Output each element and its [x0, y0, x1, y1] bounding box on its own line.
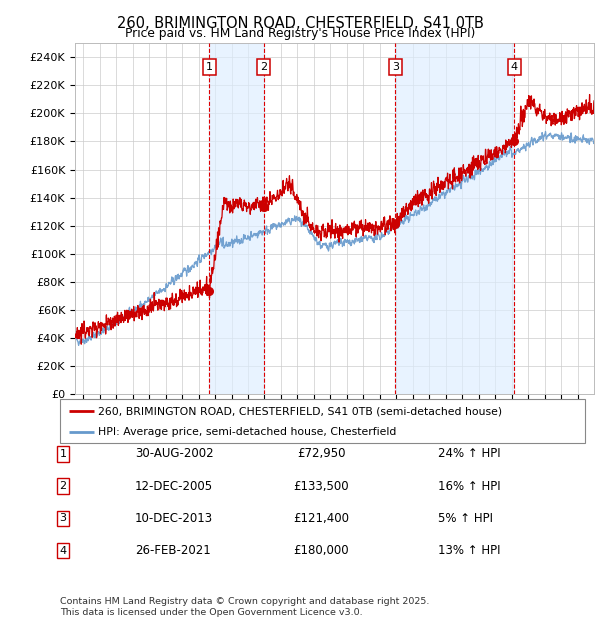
Text: 26-FEB-2021: 26-FEB-2021 — [135, 544, 211, 557]
Bar — [395, 43, 514, 394]
Text: 1: 1 — [206, 62, 213, 72]
Text: 4: 4 — [59, 546, 67, 556]
Text: £72,950: £72,950 — [297, 448, 345, 460]
Text: 1: 1 — [59, 449, 67, 459]
Text: Price paid vs. HM Land Registry's House Price Index (HPI): Price paid vs. HM Land Registry's House … — [125, 27, 475, 40]
Text: 30-AUG-2002: 30-AUG-2002 — [135, 448, 214, 460]
Text: 10-DEC-2013: 10-DEC-2013 — [135, 512, 213, 525]
Text: 16% ↑ HPI: 16% ↑ HPI — [438, 480, 500, 492]
Text: 2: 2 — [260, 62, 267, 72]
Text: £180,000: £180,000 — [293, 544, 349, 557]
Text: HPI: Average price, semi-detached house, Chesterfield: HPI: Average price, semi-detached house,… — [98, 427, 396, 437]
Text: 3: 3 — [59, 513, 67, 523]
FancyBboxPatch shape — [60, 399, 585, 443]
Text: 24% ↑ HPI: 24% ↑ HPI — [438, 448, 500, 460]
Text: 13% ↑ HPI: 13% ↑ HPI — [438, 544, 500, 557]
Text: 260, BRIMINGTON ROAD, CHESTERFIELD, S41 0TB: 260, BRIMINGTON ROAD, CHESTERFIELD, S41 … — [116, 16, 484, 31]
Text: 4: 4 — [511, 62, 518, 72]
Bar — [209, 43, 263, 394]
Text: 12-DEC-2005: 12-DEC-2005 — [135, 480, 213, 492]
Text: 260, BRIMINGTON ROAD, CHESTERFIELD, S41 0TB (semi-detached house): 260, BRIMINGTON ROAD, CHESTERFIELD, S41 … — [98, 406, 502, 416]
Text: 5% ↑ HPI: 5% ↑ HPI — [438, 512, 493, 525]
Text: 2: 2 — [59, 481, 67, 491]
Text: Contains HM Land Registry data © Crown copyright and database right 2025.
This d: Contains HM Land Registry data © Crown c… — [60, 598, 430, 617]
Text: 3: 3 — [392, 62, 399, 72]
Text: £133,500: £133,500 — [293, 480, 349, 492]
Text: £121,400: £121,400 — [293, 512, 349, 525]
